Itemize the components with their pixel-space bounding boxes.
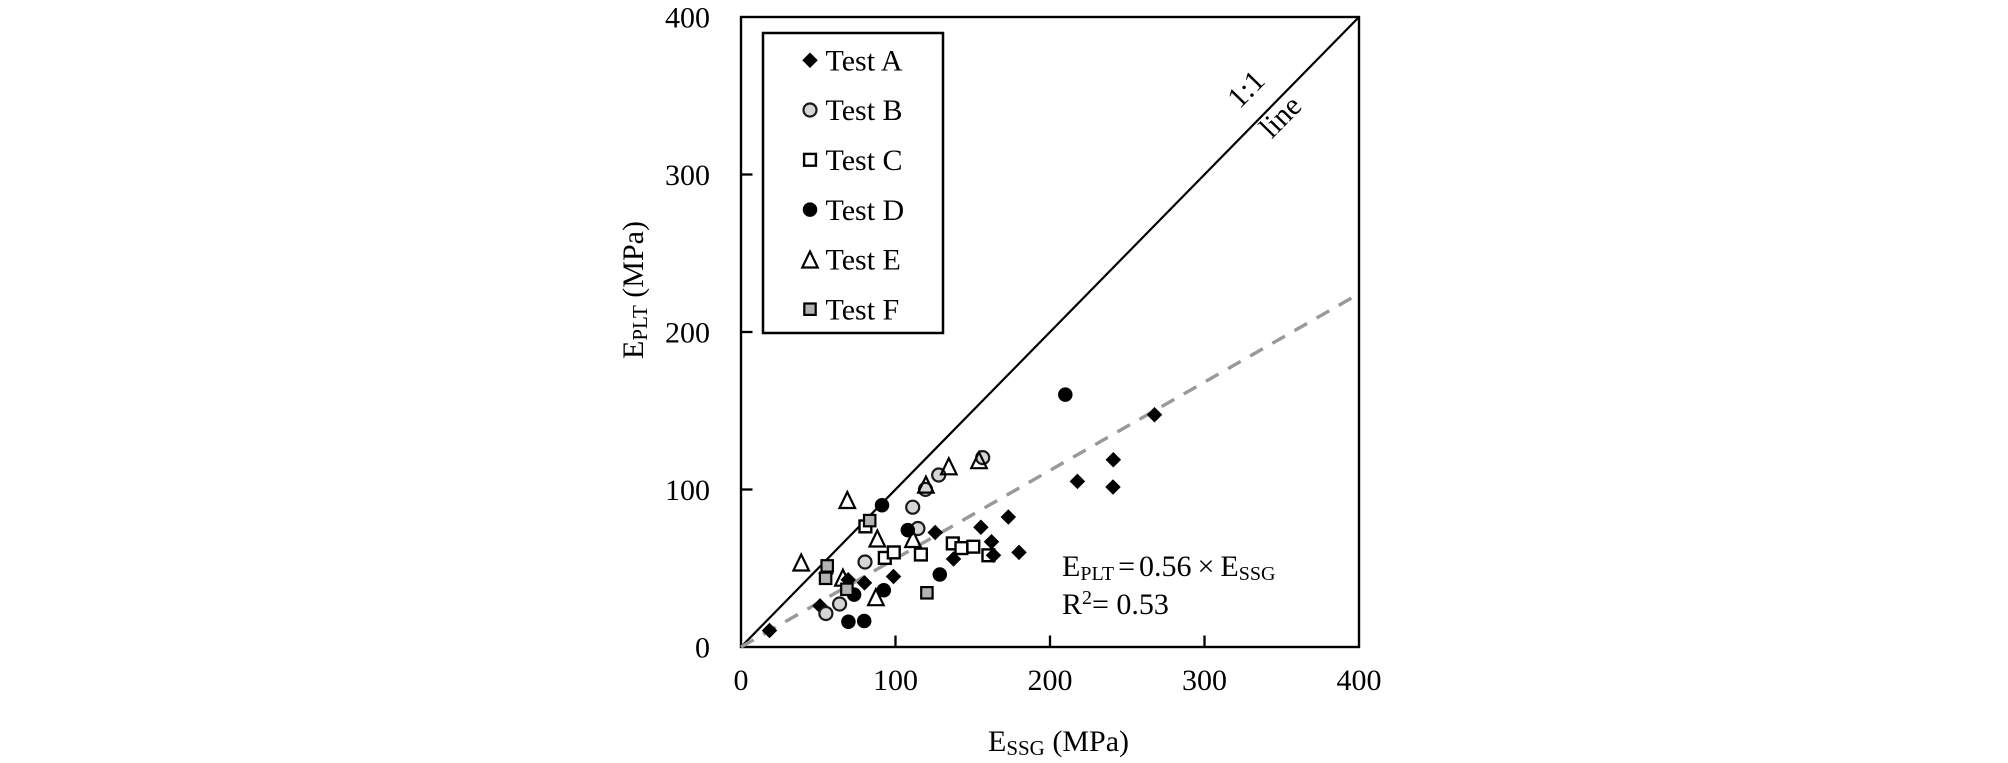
svg-text:Test F: Test F bbox=[826, 293, 900, 326]
svg-text:R2= 0.53: R2= 0.53 bbox=[1062, 587, 1169, 621]
svg-text:400: 400 bbox=[665, 1, 710, 34]
svg-text:200: 200 bbox=[1028, 664, 1073, 697]
svg-text:Test B: Test B bbox=[826, 94, 903, 127]
svg-text:0: 0 bbox=[695, 631, 710, 664]
svg-text:Test D: Test D bbox=[826, 194, 905, 227]
svg-text:ESSG (MPa): ESSG (MPa) bbox=[988, 725, 1129, 760]
svg-text:line: line bbox=[1253, 89, 1308, 144]
svg-text:300: 300 bbox=[1182, 664, 1227, 697]
svg-text:EPLT=0.56×ESSG: EPLT = 0.56 × ESSG bbox=[1062, 550, 1275, 585]
svg-text:Test A: Test A bbox=[826, 44, 903, 77]
svg-text:EPLT (MPa): EPLT (MPa) bbox=[617, 221, 652, 359]
svg-text:Test E: Test E bbox=[826, 244, 901, 277]
svg-text:1:1: 1:1 bbox=[1221, 64, 1271, 114]
svg-text:0: 0 bbox=[734, 664, 749, 697]
svg-text:100: 100 bbox=[873, 664, 918, 697]
svg-text:400: 400 bbox=[1337, 664, 1382, 697]
svg-text:200: 200 bbox=[665, 316, 710, 349]
svg-text:Test C: Test C bbox=[826, 144, 903, 177]
svg-text:100: 100 bbox=[665, 474, 710, 507]
svg-text:300: 300 bbox=[665, 159, 710, 192]
